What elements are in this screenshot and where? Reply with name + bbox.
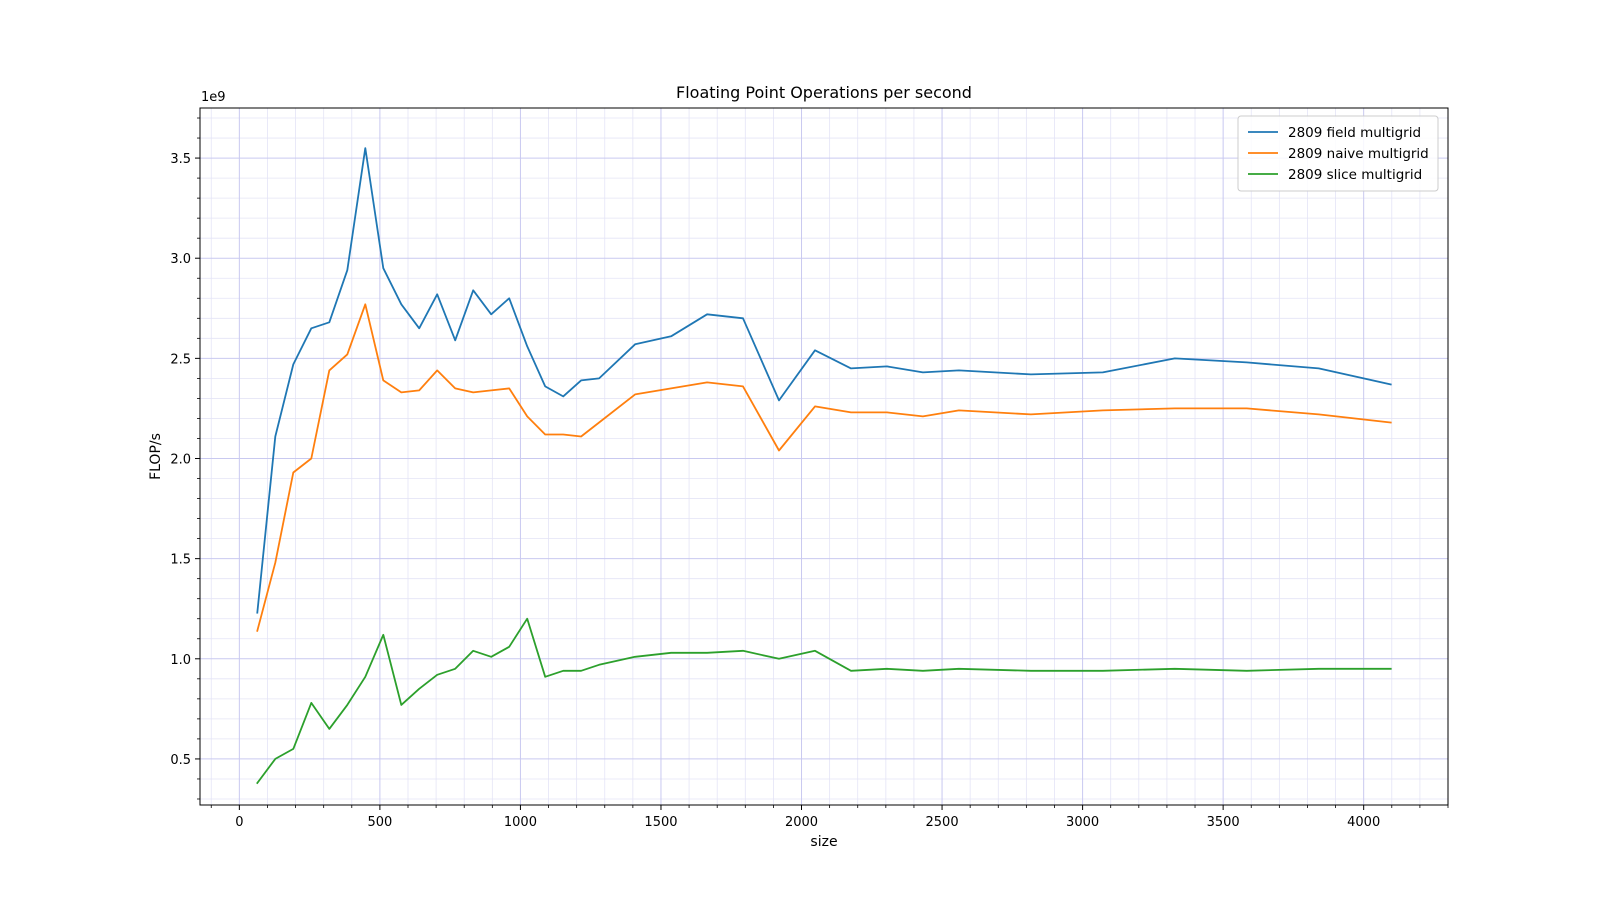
x-tick-label: 2500 — [926, 815, 959, 830]
x-tick-label: 2000 — [785, 815, 818, 830]
y-tick-label: 1.0 — [170, 653, 191, 668]
series-line-2809-slice-multigrid — [256, 617, 1392, 785]
legend-label: 2809 slice multigrid — [1288, 167, 1422, 183]
x-tick-label: 1500 — [644, 815, 677, 830]
x-tick-label: 500 — [367, 815, 392, 830]
series-line-2809-naive-multigrid — [256, 303, 1392, 632]
plot-frame — [199, 107, 1449, 806]
y-tick-label: 3.0 — [170, 252, 191, 267]
series-lines — [256, 147, 1392, 785]
x-tick-label: 4000 — [1347, 815, 1380, 830]
legend-label: 2809 naive multigrid — [1288, 146, 1429, 162]
y-tick-label: 0.5 — [170, 753, 191, 768]
chart-title: Floating Point Operations per second — [676, 83, 972, 102]
y-tick-label: 2.0 — [170, 453, 191, 468]
y-axis-offset-label: 1e9 — [201, 90, 226, 105]
y-tick-label: 1.5 — [170, 553, 191, 568]
legend-box — [1237, 115, 1439, 192]
y-tick-label: 3.5 — [170, 152, 191, 167]
series-line-2809-field-multigrid — [256, 147, 1392, 614]
x-axis-title: size — [810, 834, 837, 850]
x-tick-label: 3000 — [1066, 815, 1099, 830]
y-axis-title: FLOP/s — [148, 433, 164, 480]
x-tick-label: 3500 — [1207, 815, 1240, 830]
x-tick-label: 0 — [235, 815, 243, 830]
y-tick-label: 2.5 — [170, 352, 191, 367]
legend: 2809 field multigrid 2809 naive multigrid… — [1237, 115, 1439, 192]
axis-ticks: 0 500 1000 1500 2000 2500 3000 3500 4000 0.5 1.0 1.… — [170, 117, 1449, 830]
x-tick-label: 1000 — [504, 815, 537, 830]
legend-label: 2809 field multigrid — [1288, 125, 1421, 141]
